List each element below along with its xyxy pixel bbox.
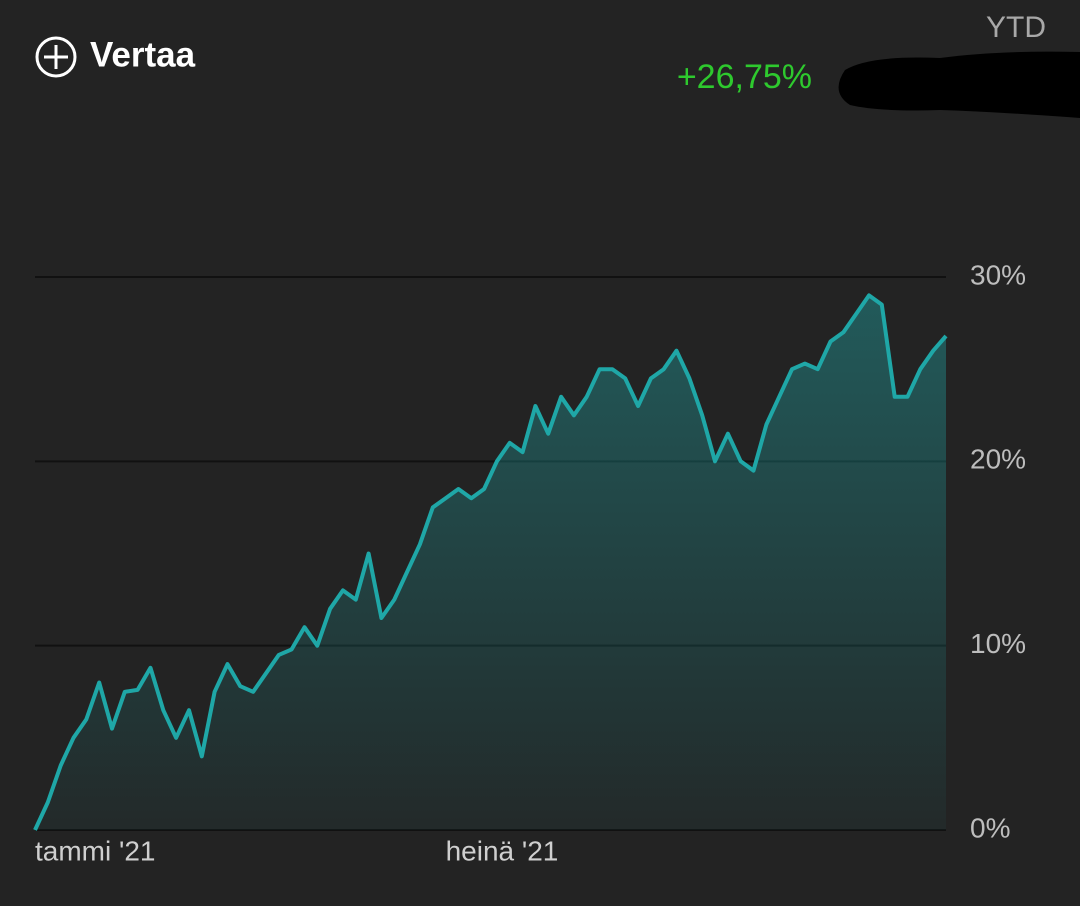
chart: 0% 10% 20% 30% tammi '21 heinä '21 bbox=[33, 259, 1026, 866]
change-value: +26,75% bbox=[677, 58, 812, 96]
compare-label: Vertaa bbox=[90, 35, 196, 74]
period-label[interactable]: YTD bbox=[986, 11, 1046, 44]
line bbox=[33, 293, 948, 831]
redaction bbox=[838, 51, 1080, 118]
plus-icon bbox=[35, 36, 77, 78]
y-tick-label: 20% bbox=[970, 444, 1026, 475]
y-tick-label: 30% bbox=[970, 259, 1026, 290]
y-tick-label: 0% bbox=[970, 812, 1010, 843]
compare-button[interactable]: Vertaa bbox=[35, 35, 196, 78]
y-tick-label: 10% bbox=[970, 628, 1026, 659]
x-tick-label: heinä '21 bbox=[446, 835, 559, 866]
x-tick-label: tammi '21 bbox=[35, 835, 156, 866]
area bbox=[35, 295, 946, 830]
